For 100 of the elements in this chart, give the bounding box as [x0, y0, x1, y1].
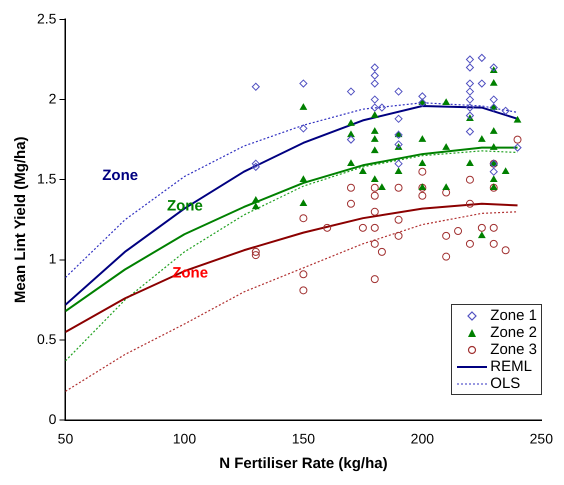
point — [418, 136, 426, 142]
point — [394, 184, 403, 192]
x-tick-label: 150 — [292, 430, 316, 446]
point — [418, 160, 426, 166]
point — [347, 160, 355, 166]
point — [370, 72, 379, 80]
point — [442, 184, 450, 190]
point — [418, 168, 426, 176]
point — [299, 124, 308, 132]
point — [490, 168, 498, 176]
point — [478, 136, 486, 142]
point — [466, 160, 474, 166]
point — [359, 168, 366, 174]
point — [370, 240, 379, 248]
point — [490, 63, 498, 72]
point — [466, 200, 474, 208]
point — [370, 96, 379, 104]
point — [378, 184, 386, 190]
x-tick-label: 100 — [172, 430, 196, 446]
point — [394, 160, 403, 168]
point — [490, 144, 498, 150]
point — [466, 128, 474, 136]
point — [346, 88, 355, 96]
point — [252, 202, 260, 210]
point — [370, 208, 379, 216]
point — [514, 136, 522, 144]
point — [466, 80, 474, 88]
point — [371, 128, 378, 134]
point — [370, 224, 379, 232]
point — [490, 176, 498, 182]
point — [490, 128, 498, 134]
point — [378, 248, 386, 256]
legend-label: Zone 1 — [490, 307, 537, 324]
point — [466, 96, 474, 104]
y-tick-label: 0 — [48, 411, 57, 428]
point — [300, 200, 307, 206]
legend-label: Zone 3 — [490, 341, 537, 358]
point — [346, 136, 355, 144]
y-axis-title: Mean Lint Yield (Mg/ha) — [12, 136, 30, 304]
point — [478, 54, 486, 62]
y-tick-label: 1 — [48, 250, 57, 267]
point — [252, 251, 260, 260]
y-tick-label: 0.5 — [36, 330, 57, 347]
annotation: Zone — [102, 166, 138, 184]
x-tick-label: 50 — [58, 430, 74, 446]
point — [300, 104, 307, 110]
point — [300, 176, 307, 182]
legend-label: REML — [490, 358, 532, 375]
point — [394, 232, 403, 240]
point — [299, 80, 308, 88]
point — [394, 114, 403, 123]
point — [371, 112, 378, 118]
point — [323, 224, 332, 232]
point — [478, 80, 486, 88]
point — [252, 160, 260, 168]
y-tick-label: 2.5 — [36, 10, 57, 26]
x-axis-title: N Fertiliser Rate (kg/ha) — [219, 455, 388, 472]
point — [346, 200, 355, 208]
point — [490, 96, 498, 104]
point — [347, 120, 355, 126]
point — [466, 63, 474, 72]
point — [442, 252, 450, 261]
point — [370, 63, 379, 72]
point — [466, 88, 474, 96]
point — [466, 104, 474, 112]
point — [418, 192, 426, 200]
point — [502, 106, 510, 115]
point — [252, 162, 260, 171]
point — [490, 224, 498, 232]
point — [370, 192, 379, 200]
point — [370, 275, 379, 284]
point — [478, 224, 486, 232]
y-tick-label: 2 — [48, 90, 57, 106]
point — [478, 232, 486, 238]
point — [442, 232, 450, 240]
point — [371, 176, 378, 182]
point — [442, 144, 450, 150]
point — [252, 196, 260, 203]
legend-label: OLS — [490, 375, 520, 392]
point — [371, 136, 378, 142]
point — [418, 92, 426, 100]
point — [378, 104, 386, 112]
point — [502, 168, 510, 174]
point — [394, 140, 403, 148]
point — [454, 227, 462, 236]
point — [299, 214, 308, 222]
point — [466, 176, 474, 184]
point — [442, 98, 450, 106]
point — [466, 240, 474, 248]
point — [370, 184, 379, 192]
point — [252, 248, 260, 256]
point — [371, 146, 378, 154]
legend-label: Zone 2 — [490, 324, 537, 341]
point — [502, 246, 510, 254]
y-tick-label: 1.5 — [36, 170, 57, 187]
point — [394, 88, 403, 96]
point — [514, 116, 522, 123]
x-tick-label: 250 — [530, 430, 554, 446]
x-tick-label: 200 — [410, 430, 434, 446]
point — [346, 184, 355, 192]
